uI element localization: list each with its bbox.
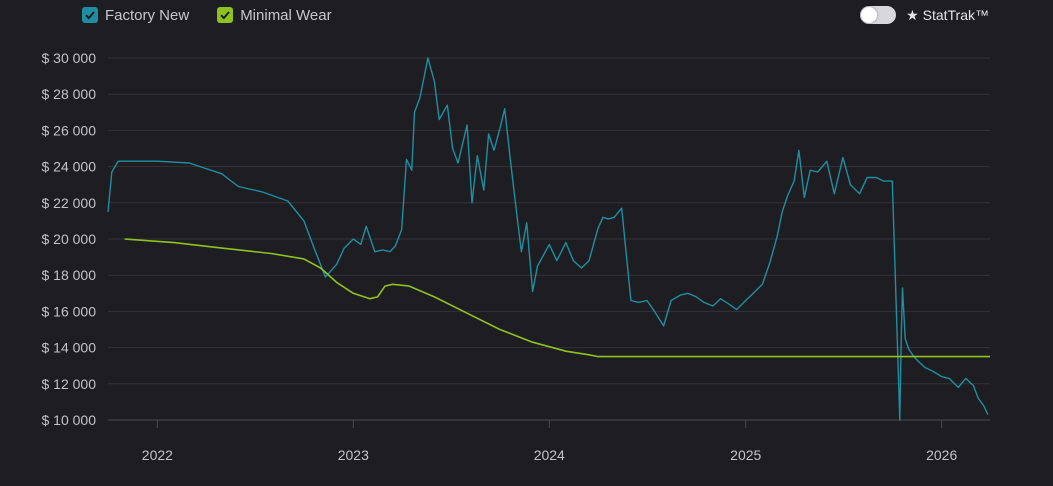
y-tick-label: $ 24 000 xyxy=(42,159,97,175)
legend-item-minimal-wear[interactable]: Minimal Wear xyxy=(217,6,332,24)
y-tick-label: $ 28 000 xyxy=(42,86,97,102)
x-tick-label: 2025 xyxy=(730,447,761,463)
series-line-factory-new xyxy=(107,57,989,421)
x-tick-label: 2023 xyxy=(338,447,369,463)
y-tick-label: $ 18 000 xyxy=(42,267,97,283)
y-tick-label: $ 26 000 xyxy=(42,122,97,138)
chart-series xyxy=(107,57,990,421)
chart-grid xyxy=(108,57,990,421)
x-axis: 2022 2023 2024 2025 2026 xyxy=(108,419,990,463)
x-tick-label: 2022 xyxy=(142,447,173,463)
y-tick-label: $ 30 000 xyxy=(42,50,97,66)
stattrak-toggle[interactable]: ★ StatTrak™ xyxy=(860,4,989,26)
checkbox-checked-icon[interactable] xyxy=(217,7,234,23)
toggle-knob xyxy=(861,7,878,23)
y-tick-label: $ 12 000 xyxy=(42,376,97,392)
y-tick-label: $ 14 000 xyxy=(42,340,97,356)
chart-legend: Factory New Minimal Wear xyxy=(82,4,332,26)
y-tick-label: $ 22 000 xyxy=(42,195,97,211)
legend-item-factory-new[interactable]: Factory New xyxy=(82,7,189,24)
toggle-switch[interactable] xyxy=(860,6,897,24)
x-tick-label: 2024 xyxy=(534,447,565,463)
checkbox-checked-icon[interactable] xyxy=(82,7,98,23)
y-tick-label: $ 20 000 xyxy=(42,231,97,247)
y-axis: $ 10 000 $ 12 000 $ 14 000 $ 16 000 $ 18 000… xyxy=(42,50,97,428)
legend-label-minimal-wear: Minimal Wear xyxy=(240,6,332,24)
stattrak-label: ★ StatTrak™ xyxy=(906,6,989,23)
y-tick-label: $ 16 000 xyxy=(42,303,97,319)
x-tick-label: 2026 xyxy=(926,447,957,463)
legend-label-factory-new: Factory New xyxy=(105,6,190,24)
series-line-minimal-wear xyxy=(124,238,990,358)
y-tick-label: $ 10 000 xyxy=(42,412,97,428)
